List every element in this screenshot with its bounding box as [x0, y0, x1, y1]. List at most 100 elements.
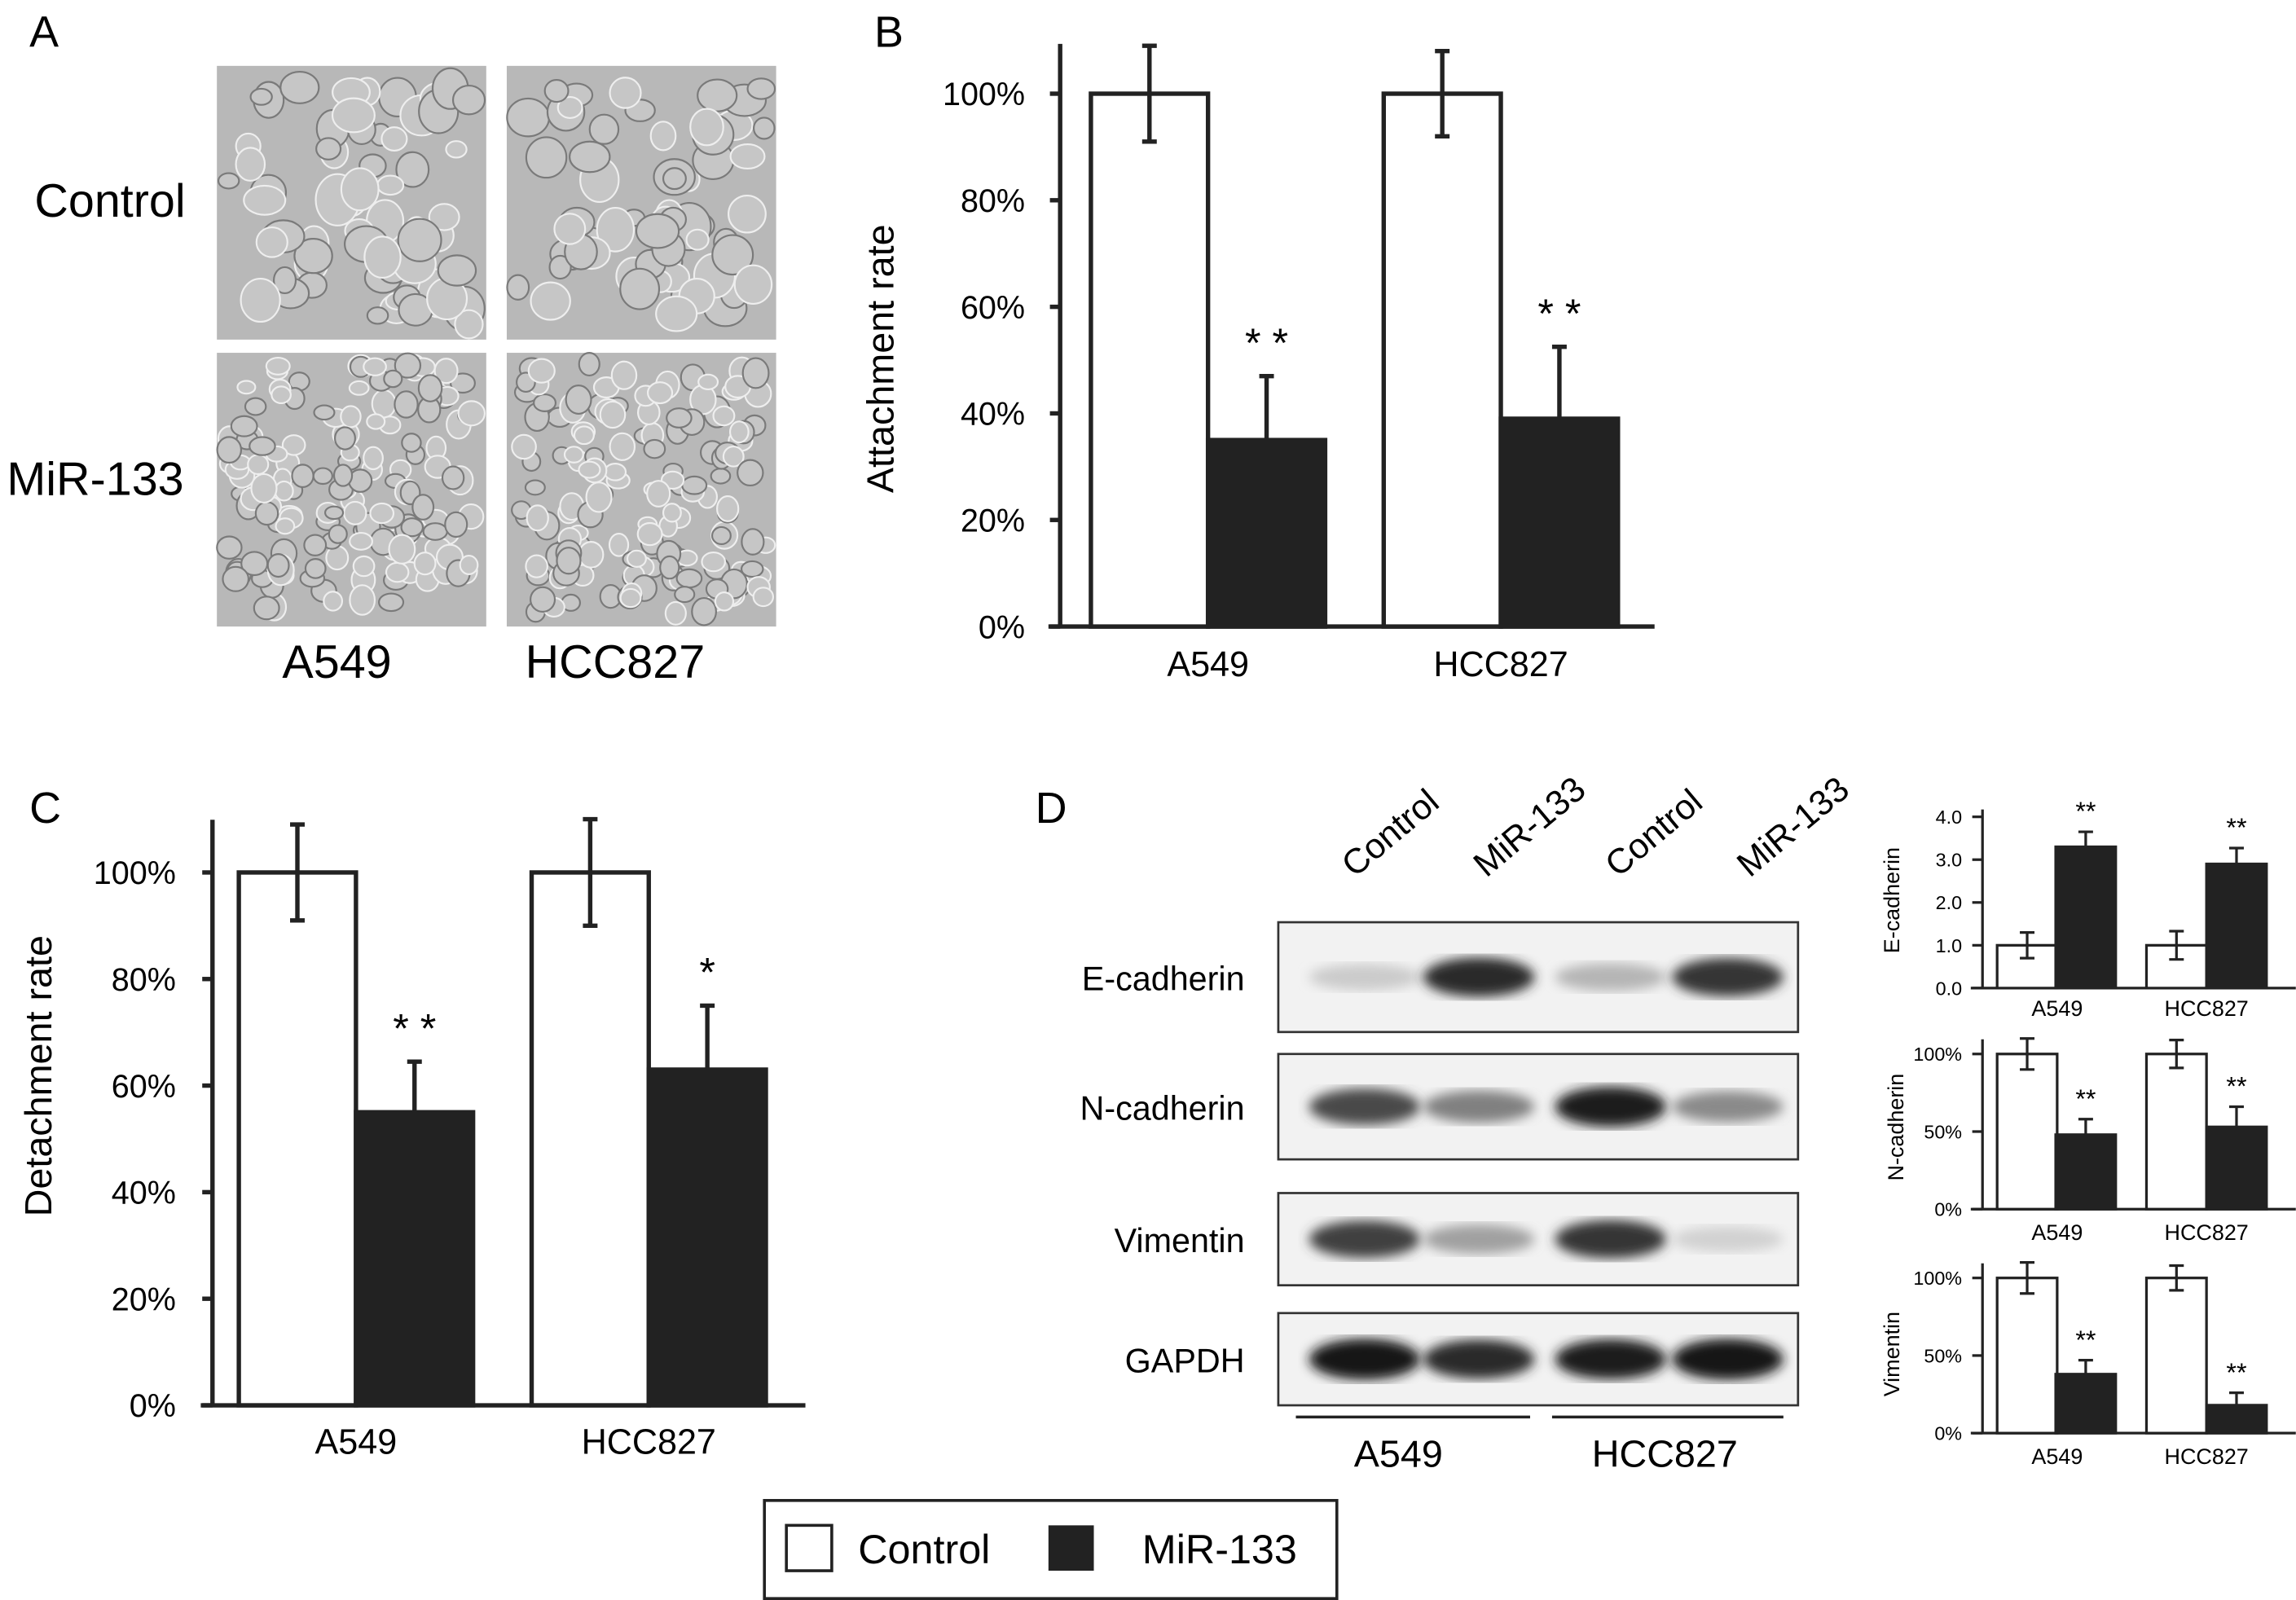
cell — [340, 405, 362, 429]
cell — [323, 505, 345, 521]
cell — [349, 532, 373, 551]
micrograph-panel: Control MiR-133 A549 HCC827 — [7, 65, 776, 688]
cell — [236, 380, 257, 395]
cell — [727, 194, 767, 234]
cell — [275, 517, 296, 535]
y-tick-label: 20% — [961, 503, 1025, 538]
band — [1672, 1338, 1784, 1380]
cell — [662, 167, 687, 191]
cell — [619, 587, 642, 609]
cell — [674, 586, 696, 604]
cell — [741, 357, 770, 389]
cell — [659, 555, 680, 580]
group-label-hcc827: HCC827 — [1592, 1432, 1738, 1475]
cell — [313, 404, 336, 421]
cell — [400, 517, 424, 538]
cell — [533, 393, 557, 412]
y-tick-label: 40% — [961, 397, 1025, 433]
cell — [608, 533, 630, 557]
legend-swatch-mir133 — [1048, 1525, 1094, 1571]
band — [1309, 1088, 1421, 1125]
cell — [369, 502, 395, 525]
y-axis-label: Detachment rate — [17, 935, 59, 1216]
cell — [722, 446, 745, 468]
cell — [247, 454, 270, 476]
cell — [712, 405, 736, 427]
bar-mir-133 — [2205, 1125, 2268, 1211]
cell — [249, 87, 273, 106]
col-label-hcc827: HCC827 — [526, 636, 706, 688]
cell — [363, 446, 384, 471]
chart-d-e-cadherin: 0.0 1.0 2.0 3.0 4.0 E-cadherin A549 ** HCC827 ** — [1880, 797, 2296, 1021]
cell — [697, 78, 738, 112]
cell — [331, 97, 376, 134]
cell — [527, 358, 556, 384]
cell — [675, 568, 703, 589]
bar-mir-133 — [1205, 437, 1328, 629]
cell — [746, 77, 776, 100]
cell — [348, 380, 370, 396]
y-tick-label: 0.0 — [1936, 978, 1962, 999]
cell — [457, 400, 486, 427]
band — [1423, 957, 1535, 997]
cell — [328, 524, 348, 544]
cell — [646, 480, 671, 508]
cell — [422, 522, 448, 541]
lane-label: Control — [1335, 782, 1446, 885]
cell — [565, 385, 592, 415]
bar-control — [2144, 1277, 2208, 1435]
y-axis-label: N-cadherin — [1884, 1074, 1908, 1181]
cell — [272, 266, 297, 295]
cell — [530, 281, 571, 321]
protein-label: N-cadherin — [1080, 1090, 1245, 1127]
group-label-a549: A549 — [1354, 1432, 1443, 1475]
cell — [451, 84, 486, 116]
y-tick-label: 80% — [961, 183, 1025, 219]
band — [1309, 1338, 1421, 1380]
significance-marker: * * — [393, 1004, 436, 1051]
chart-b: 0% 20% 40% 60% 80% 100% Attachment rate A549 * *… — [859, 43, 1655, 684]
cell — [366, 306, 389, 325]
cell — [349, 584, 376, 616]
y-tick-label: 3.0 — [1936, 850, 1962, 871]
bar-mir-133 — [2054, 1373, 2118, 1435]
cell — [411, 494, 435, 521]
x-category-label: A549 — [315, 1422, 398, 1462]
cell — [240, 277, 281, 323]
significance-marker: ** — [2226, 1358, 2247, 1387]
lane-label: MiR-133 — [1467, 769, 1594, 884]
cell — [524, 479, 546, 496]
cell — [596, 206, 636, 253]
cell — [649, 121, 677, 152]
bar-control — [1089, 91, 1211, 629]
cell — [363, 357, 387, 376]
lane-label: MiR-133 — [1730, 769, 1857, 884]
cell — [585, 481, 613, 513]
cell — [340, 167, 380, 212]
y-tick-label: 100% — [94, 855, 176, 891]
x-category-label: A549 — [2031, 1444, 2083, 1469]
micrograph — [217, 65, 486, 340]
cell — [701, 551, 726, 573]
cell — [681, 475, 708, 495]
cell — [332, 464, 354, 487]
cell — [525, 554, 548, 578]
bar-mir-133 — [354, 1110, 476, 1408]
cell — [691, 597, 717, 626]
protein-label: GAPDH — [1125, 1343, 1245, 1380]
cell — [304, 558, 327, 579]
significance-marker: * * — [1537, 290, 1581, 336]
y-tick-label: 20% — [112, 1281, 176, 1317]
micrograph — [216, 352, 486, 627]
y-tick-label: 60% — [112, 1069, 176, 1105]
lane-label: Control — [1598, 782, 1709, 885]
cell — [573, 425, 595, 446]
panel-label-c: C — [29, 784, 61, 833]
panel-label-d: D — [1036, 784, 1067, 833]
cell — [222, 565, 250, 592]
cell — [619, 267, 661, 310]
y-tick-label: 0% — [1934, 1423, 1962, 1444]
chart-d-vimentin: 0% 50% 100% Vimentin A549 ** HCC827 ** — [1880, 1261, 2296, 1469]
band — [1555, 1338, 1667, 1380]
